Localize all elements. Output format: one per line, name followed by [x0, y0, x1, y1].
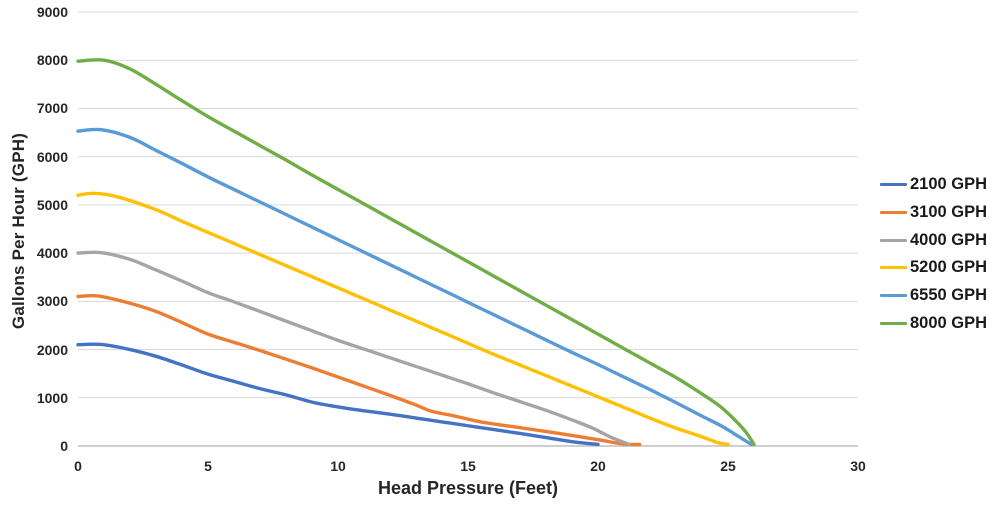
x-tick-label-15: 15 — [460, 458, 476, 474]
legend-item-3100-gph: 3100 GPH — [880, 199, 1004, 227]
legend-item-label: 8000 GPH — [910, 313, 988, 332]
series-line-3100-gph — [76, 293, 642, 447]
y-tick-label-3000: 3000 — [36, 293, 68, 310]
x-tick-label-30: 30 — [850, 458, 866, 474]
legend-item-4000-gph: 4000 GPH — [880, 226, 1004, 254]
series-line-4000-gph — [76, 250, 631, 447]
series-line-5200-gph — [76, 191, 730, 447]
y-tick-label-4000: 4000 — [36, 245, 68, 262]
x-tick-label-20: 20 — [590, 458, 606, 474]
legend-line-swatch — [880, 211, 907, 215]
series-line-6550-gph — [76, 127, 754, 447]
legend-item-2100-gph: 2100 GPH — [880, 171, 1004, 199]
y-tick-label-9000: 9000 — [36, 4, 68, 20]
legend-item-label: 3100 GPH — [910, 203, 988, 222]
legend-line-swatch — [880, 266, 907, 270]
y-tick-label-8000: 8000 — [36, 52, 68, 69]
y-tick-label-1000: 1000 — [36, 389, 68, 406]
legend-line-swatch — [880, 183, 907, 187]
legend-line-swatch — [880, 321, 907, 325]
legend-item-label: 4000 GPH — [910, 230, 988, 249]
x-tick-label-10: 10 — [330, 458, 346, 474]
y-tick-label-6000: 6000 — [36, 148, 68, 165]
legend-item-label: 2100 GPH — [910, 175, 988, 194]
x-tick-label-5: 5 — [204, 458, 212, 474]
legend-item-label: 6550 GPH — [910, 286, 988, 305]
y-tick-label-0: 0 — [60, 438, 68, 454]
legend: 2100 GPH 3100 GPH 4000 GPH 5200 GPH 6550 GPH… — [880, 171, 1004, 337]
x-tick-label-0: 0 — [74, 458, 82, 474]
x-tick-label-25: 25 — [720, 458, 736, 474]
x-axis-title: Head Pressure (Feet) — [377, 478, 559, 498]
y-tick-label-2000: 2000 — [36, 341, 68, 358]
series-line-8000-gph — [76, 58, 756, 447]
series-line-2100-gph — [76, 342, 600, 447]
legend-item-label: 5200 GPH — [910, 258, 988, 277]
legend-item-8000-gph: 8000 GPH — [880, 309, 1004, 337]
y-tick-label-7000: 7000 — [36, 100, 68, 117]
legend-line-swatch — [880, 294, 907, 298]
y-tick-label-5000: 5000 — [36, 196, 68, 213]
legend-item-5200-gph: 5200 GPH — [880, 254, 1004, 282]
legend-line-swatch — [880, 238, 907, 242]
legend-item-6550-gph: 6550 GPH — [880, 282, 1004, 310]
